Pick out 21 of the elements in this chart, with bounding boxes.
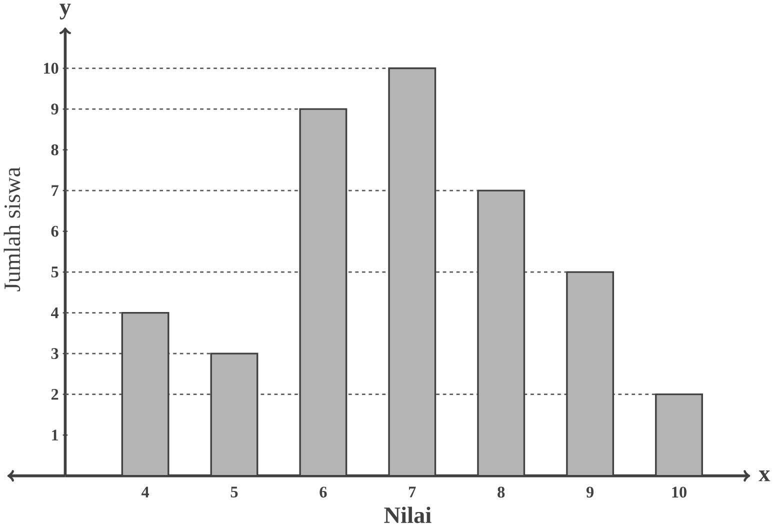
y-tick-label: 5 [51,266,58,278]
x-tick-label: 10 [672,486,686,498]
x-tick-label: 8 [498,486,505,498]
y-tick-label: 1 [52,430,58,440]
text: y [60,4,71,20]
y-tick-label: 2 [51,389,58,400]
y-tick-label: 8 [51,144,58,156]
y-tick-label: 6 [51,226,58,237]
x-tick-label: 7 [409,486,416,498]
x-tick-label: 6 [320,486,327,498]
x-tick-label: 4 [141,486,150,498]
y-tick-label: 3 [51,348,58,360]
y-axis-title: Jumlah siswa [4,167,20,292]
y-tick-label: 4 [50,308,59,318]
y-tick-label: 7 [52,185,58,196]
x-tick-label: 5 [230,486,238,498]
y-tick-label: 9 [51,104,58,115]
x-axis-title: Nilai [384,506,432,524]
text: x [758,470,770,482]
x-tick-label: 9 [586,486,594,498]
y-tick-label: 10 [44,62,58,74]
